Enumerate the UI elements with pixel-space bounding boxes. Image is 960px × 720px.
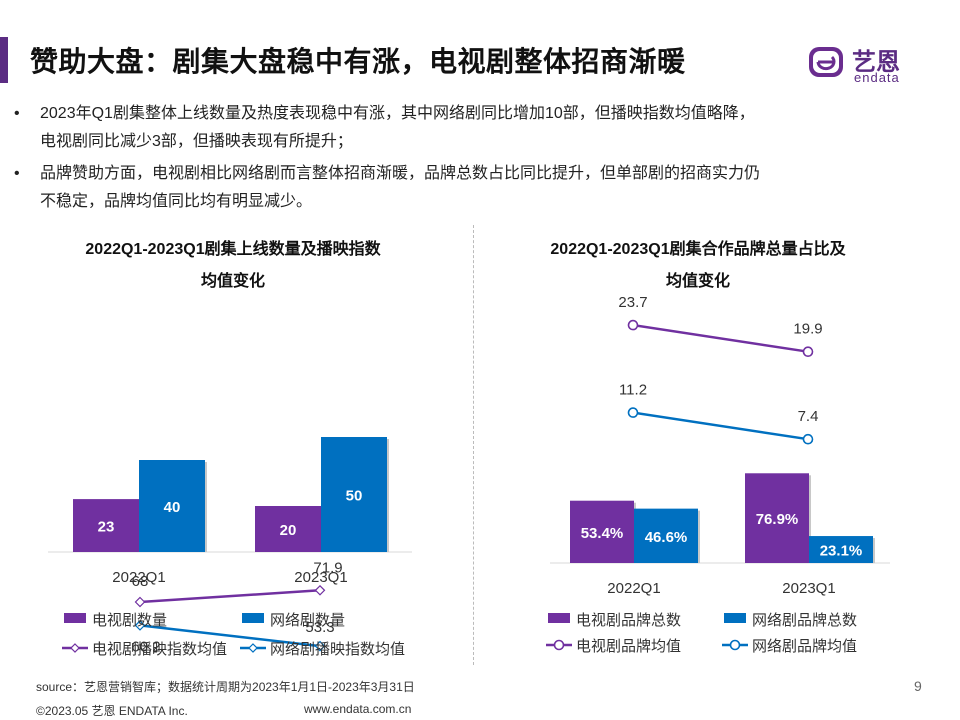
- legend-label: 电视剧数量: [92, 612, 167, 629]
- line-point: [627, 407, 639, 418]
- line-data-label: 71.9: [313, 559, 342, 576]
- line-point: [802, 433, 814, 445]
- x-tick-label: 2022Q1: [112, 569, 165, 586]
- logo-text-cn: 艺恩: [852, 49, 900, 76]
- line-data-label: 23.7: [618, 294, 647, 311]
- line-point: [134, 620, 146, 631]
- legend-label: 网络剧品牌总数: [752, 612, 857, 629]
- chart-title: 2022Q1-2023Q1剧集上线数量及播映指数: [85, 239, 381, 258]
- logo-text-en: endata: [854, 70, 900, 85]
- bar-data-label: 23.1%: [820, 543, 863, 560]
- legend-swatch: [64, 613, 86, 623]
- legend-label: 电视剧品牌均值: [576, 638, 681, 655]
- line-data-label: 7.4: [798, 408, 819, 425]
- legend-label: 网络剧品牌均值: [752, 638, 857, 655]
- legend-swatch: [242, 613, 264, 623]
- legend-marker: [553, 639, 565, 651]
- bullet-line: 品牌赞助方面，电视剧相比网络剧而言整体招商渐暖，品牌总数占比同比提升，但单部剧的…: [40, 165, 761, 182]
- chart-title: 均值变化: [201, 271, 265, 290]
- line-point: [627, 319, 639, 331]
- legend-label: 电视剧品牌总数: [576, 612, 681, 629]
- bullet-line: 不稳定，品牌均值同比均有明显减少。: [40, 193, 313, 210]
- legend-swatch: [724, 613, 746, 623]
- bar: [634, 508, 698, 563]
- bar-data-label: 50: [346, 488, 363, 505]
- bar-data-label: 20: [280, 522, 297, 539]
- bar: [570, 500, 634, 563]
- legend-marker: [248, 643, 258, 653]
- line-data-label: 60.2: [131, 638, 160, 655]
- series-line: [632, 323, 809, 353]
- bar: [139, 460, 205, 552]
- bar: [321, 437, 387, 552]
- line-data-label: 53.3: [305, 619, 334, 636]
- bar: [809, 536, 873, 563]
- x-tick-label: 2023Q1: [782, 580, 835, 597]
- legend-label: 网络剧数量: [270, 612, 345, 629]
- series-line: [632, 411, 809, 441]
- chart-divider: [473, 225, 474, 665]
- legend-label: 网络剧播映指数均值: [270, 641, 405, 658]
- x-tick-label: 2023Q1: [294, 569, 347, 586]
- chart-title: 2022Q1-2023Q1剧集合作品牌总量占比及: [550, 239, 846, 258]
- line-point: [314, 640, 326, 652]
- bullet-line: 2023年Q1剧集整体上线数量及热度表现稳中有涨，其中网络剧同比增加10部，但播…: [40, 105, 755, 122]
- bar-data-label: 40: [164, 499, 181, 516]
- page-number: 9: [914, 678, 922, 694]
- footer-copyright: ©2023.05 艺恩 ENDATA Inc.: [36, 704, 188, 718]
- endata-logo: 艺恩 endata: [808, 44, 928, 85]
- bar-data-label: 76.9%: [756, 511, 799, 528]
- line-point: [134, 596, 146, 608]
- title-accent-bar: [0, 37, 8, 83]
- bar: [745, 473, 809, 563]
- legend-marker: [729, 639, 741, 651]
- page-title: 赞助大盘：剧集大盘稳中有涨，电视剧整体招商渐暖: [30, 46, 686, 77]
- bar: [255, 506, 321, 552]
- series-line: [139, 624, 321, 648]
- bullet-item: • 2023年Q1剧集整体上线数量及热度表现稳中有涨，其中网络剧同比增加10部，…: [14, 100, 914, 156]
- bullet-dot-icon: •: [14, 105, 20, 122]
- legend-label: 电视剧播映指数均值: [92, 641, 227, 658]
- bar-data-label: 53.4%: [581, 525, 624, 542]
- line-point: [802, 346, 814, 357]
- chart-title: 均值变化: [666, 271, 730, 290]
- line-data-label: 19.9: [793, 321, 822, 338]
- bullet-item: • 品牌赞助方面，电视剧相比网络剧而言整体招商渐暖，品牌总数占比同比提升，但单部…: [14, 160, 914, 216]
- bullet-dot-icon: •: [14, 165, 20, 182]
- line-point: [314, 584, 326, 596]
- line-data-label: 11.2: [619, 382, 647, 399]
- x-tick-label: 2022Q1: [607, 580, 660, 597]
- line-data-label: 68: [132, 573, 149, 590]
- bar: [73, 499, 139, 552]
- legend-marker: [70, 643, 80, 653]
- footer-url[interactable]: www.endata.com.cn: [304, 702, 412, 716]
- bullet-line: 电视剧同比减少3部，但播映表现有所提升；: [40, 133, 353, 150]
- bar-data-label: 23: [98, 519, 115, 536]
- series-line: [139, 589, 321, 604]
- footer-source: source：艺恩营销智库；数据统计周期为2023年1月1日-2023年3月31…: [36, 680, 415, 694]
- bar-data-label: 46.6%: [645, 529, 688, 546]
- summary-bullets: • 2023年Q1剧集整体上线数量及热度表现稳中有涨，其中网络剧同比增加10部，…: [14, 100, 914, 220]
- endata-logo-icon: [809, 47, 843, 77]
- legend-swatch: [548, 613, 570, 623]
